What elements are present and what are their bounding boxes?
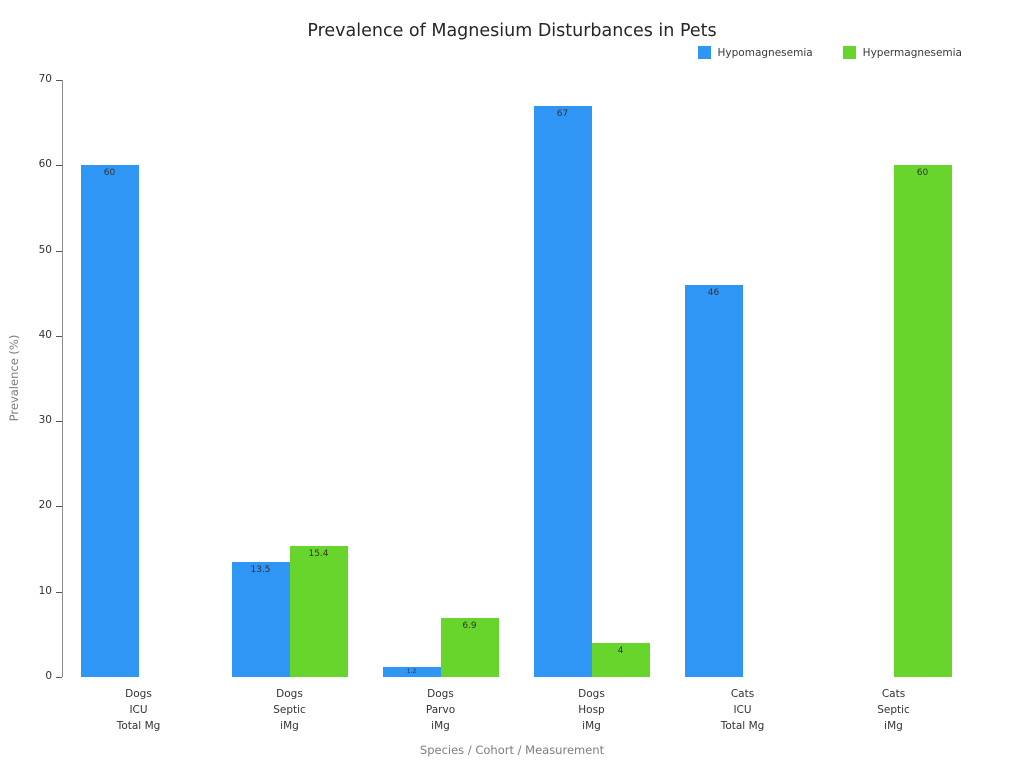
- legend-label-hypermagnesemia: Hypermagnesemia: [862, 46, 962, 59]
- x-category-line: ICU: [733, 704, 752, 716]
- bar-value-label: 15.4: [308, 548, 329, 559]
- y-tick-label: 20: [38, 499, 52, 512]
- bar-hypomagnesemia-4: 46: [684, 284, 743, 677]
- x-category-line: Dogs: [427, 688, 454, 700]
- x-category-line: iMg: [280, 720, 299, 732]
- bar-hypomagnesemia-1: 13.5: [231, 561, 290, 677]
- x-category-label: Cats Septic iMg: [818, 686, 969, 734]
- x-category-line: iMg: [431, 720, 450, 732]
- x-category-label: Dogs Septic iMg: [214, 686, 365, 734]
- x-category-line: Dogs: [125, 688, 152, 700]
- x-category-line: iMg: [582, 720, 601, 732]
- x-axis-title: Species / Cohort / Measurement: [419, 743, 605, 757]
- y-tick-mark: [56, 165, 62, 167]
- bar-hypermagnesemia-2: 6.9: [440, 618, 499, 677]
- y-tick-label: 10: [38, 584, 52, 597]
- y-tick-label: 0: [45, 670, 52, 682]
- bar-hypermagnesemia-5: 60: [893, 165, 952, 677]
- y-tick-mark: [56, 250, 62, 252]
- bar-value-label: 4: [617, 645, 624, 656]
- y-tick-label: 70: [38, 73, 52, 85]
- legend-swatch-hypomagnesemia: [697, 46, 711, 59]
- y-tick-mark: [56, 80, 62, 81]
- bar-value-label: 1.2: [406, 667, 417, 675]
- bar-hypomagnesemia-2: 1.2: [382, 666, 441, 677]
- y-tick-mark: [56, 506, 62, 508]
- bar-value-label: 60: [916, 168, 929, 179]
- x-category-line: Septic: [273, 704, 306, 716]
- bar-value-label: 67: [556, 108, 569, 119]
- chart-title: Prevalence of Magnesium Disturbances in …: [307, 21, 717, 41]
- y-tick-label: 40: [38, 328, 52, 341]
- y-tick-label: 60: [38, 158, 52, 171]
- bar-hypermagnesemia-1: 15.4: [289, 545, 348, 677]
- legend-swatch-hypermagnesemia: [842, 46, 856, 59]
- legend-item-hypomagnesemia: Hypomagnesemia: [697, 46, 813, 59]
- x-category-line: Hosp: [578, 704, 605, 716]
- x-category-line: Total Mg: [116, 720, 161, 732]
- x-category-line: Total Mg: [720, 720, 765, 732]
- x-category-line: Septic: [877, 704, 910, 716]
- x-category-line: ICU: [129, 704, 148, 716]
- bar-value-label: 13.5: [250, 564, 271, 575]
- x-category-line: Cats: [881, 688, 906, 700]
- bar-hypomagnesemia-0: 60: [80, 165, 139, 677]
- x-category-label: Dogs ICU Total Mg: [63, 686, 214, 734]
- bar-value-label: 6.9: [462, 621, 477, 632]
- legend-item-hypermagnesemia: Hypermagnesemia: [842, 46, 962, 59]
- x-category-label: Dogs Parvo iMg: [365, 686, 516, 734]
- y-tick-mark: [56, 677, 62, 678]
- legend: Hypomagnesemia Hypermagnesemia: [697, 46, 962, 59]
- x-category-label: Dogs Hosp iMg: [516, 686, 667, 734]
- y-tick-mark: [56, 421, 62, 423]
- bar-value-label: 60: [103, 168, 116, 179]
- x-category-line: iMg: [884, 720, 903, 732]
- x-category-label: Cats ICU Total Mg: [667, 686, 818, 734]
- x-category-line: Parvo: [425, 704, 456, 716]
- legend-label-hypomagnesemia: Hypomagnesemia: [717, 46, 813, 59]
- x-category-line: Dogs: [276, 688, 303, 700]
- y-tick-label: 50: [38, 243, 52, 256]
- bar-value-label: 46: [707, 287, 720, 298]
- bar-hypomagnesemia-3: 67: [533, 105, 592, 677]
- bar-hypermagnesemia-3: 4: [591, 642, 650, 677]
- y-tick-label: 30: [38, 414, 52, 427]
- x-category-line: Cats: [730, 688, 755, 700]
- x-category-line: Dogs: [578, 688, 605, 700]
- y-tick-mark: [56, 335, 62, 337]
- plot-area: 0 10 20 30 40 50 60 70 60 13.5 1.2 67 46 15.4 6.9 4 60 Do…: [39, 73, 969, 732]
- y-axis-title: Prevalence (%): [7, 334, 21, 422]
- y-tick-mark: [56, 591, 62, 593]
